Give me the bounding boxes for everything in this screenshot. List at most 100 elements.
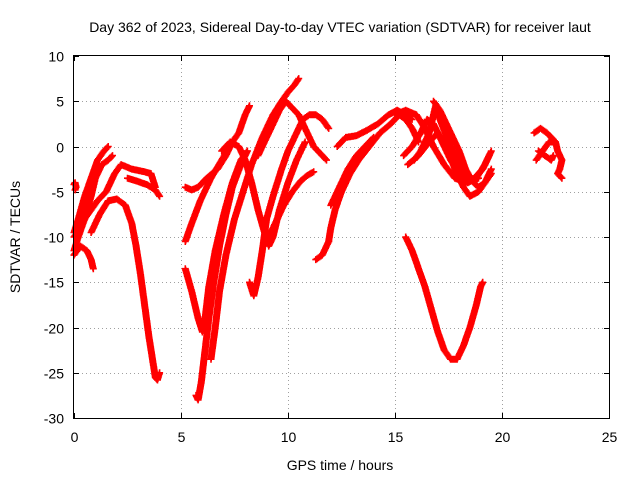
data-point	[196, 186, 200, 189]
data-point	[271, 195, 275, 198]
series-arc-29	[534, 147, 557, 164]
series-arc-20	[327, 133, 378, 209]
series-marks	[87, 195, 164, 384]
data-point	[455, 358, 459, 361]
data-point	[321, 118, 324, 121]
data-point	[244, 113, 247, 117]
data-point	[256, 276, 260, 279]
data-point	[443, 348, 446, 352]
data-point	[348, 172, 352, 175]
data-point	[451, 136, 454, 139]
data-point	[447, 140, 450, 144]
series-marks	[70, 179, 80, 194]
data-point	[336, 145, 339, 148]
data-point	[154, 188, 157, 192]
data-point	[470, 179, 474, 183]
data-point	[438, 109, 442, 112]
data-point	[286, 149, 290, 153]
data-point	[404, 235, 407, 239]
data-point	[355, 154, 358, 157]
data-point	[445, 122, 448, 126]
data-point	[483, 181, 487, 184]
data-point	[154, 376, 157, 379]
data-point	[483, 163, 487, 166]
data-point	[89, 195, 93, 198]
data-point	[406, 163, 409, 166]
data-point	[214, 326, 217, 329]
y-tick-label: -20	[44, 321, 64, 337]
data-point	[284, 100, 288, 103]
data-point	[308, 113, 311, 117]
data-point	[89, 231, 93, 234]
data-point	[261, 249, 264, 252]
data-point	[184, 240, 187, 243]
series-arc-26	[402, 233, 487, 363]
y-tick-label: -25	[44, 366, 64, 382]
data-point	[143, 170, 146, 173]
data-point	[96, 199, 99, 202]
data-point	[134, 244, 138, 248]
data-point	[73, 188, 77, 192]
data-point	[363, 145, 367, 148]
data-point	[466, 181, 469, 184]
data-point	[346, 167, 350, 171]
data-point	[92, 267, 95, 270]
data-point	[190, 188, 193, 192]
data-point	[490, 167, 493, 171]
y-tick-label: -5	[52, 185, 65, 201]
data-point	[291, 190, 294, 193]
data-point	[550, 136, 553, 139]
data-point	[113, 172, 116, 175]
data-point	[286, 91, 290, 94]
series-arc-01	[70, 179, 80, 194]
data-point	[233, 217, 236, 221]
data-point	[458, 149, 461, 153]
data-point	[543, 154, 546, 157]
data-point	[124, 204, 127, 207]
data-point	[436, 131, 439, 135]
data-point	[490, 149, 493, 153]
x-tick-label: 15	[388, 429, 404, 445]
data-point	[194, 394, 198, 397]
data-point	[231, 186, 234, 189]
data-point	[265, 136, 268, 139]
data-point	[278, 109, 281, 112]
data-point	[244, 158, 247, 162]
x-tick-label: 20	[495, 429, 511, 445]
data-point	[325, 158, 328, 162]
series-arc-11	[192, 147, 251, 404]
data-marks	[70, 75, 566, 404]
data-point	[256, 154, 260, 157]
data-point	[201, 330, 204, 334]
data-point	[139, 272, 142, 275]
data-point	[464, 167, 467, 171]
data-point	[419, 131, 422, 135]
data-point	[241, 190, 245, 193]
data-point	[425, 118, 429, 121]
data-point	[560, 158, 564, 162]
data-point	[280, 167, 283, 171]
data-point	[372, 136, 375, 139]
data-point	[477, 190, 480, 193]
data-point	[436, 330, 439, 334]
data-point	[237, 131, 240, 135]
data-point	[83, 217, 86, 221]
series-arc-07	[124, 174, 164, 200]
data-point	[73, 181, 77, 184]
data-point	[256, 208, 260, 212]
data-point	[184, 186, 187, 189]
data-point	[535, 158, 538, 162]
data-point	[158, 371, 161, 374]
data-point	[443, 163, 446, 166]
y-tick-label: -30	[44, 411, 64, 427]
data-point	[199, 199, 202, 202]
series-arc-18	[325, 111, 422, 245]
data-point	[205, 177, 208, 180]
data-point	[246, 149, 249, 153]
data-point	[271, 122, 275, 126]
data-point	[274, 222, 277, 225]
data-point	[297, 113, 300, 117]
data-point	[550, 158, 553, 162]
data-point	[402, 154, 405, 157]
data-point	[357, 158, 360, 162]
